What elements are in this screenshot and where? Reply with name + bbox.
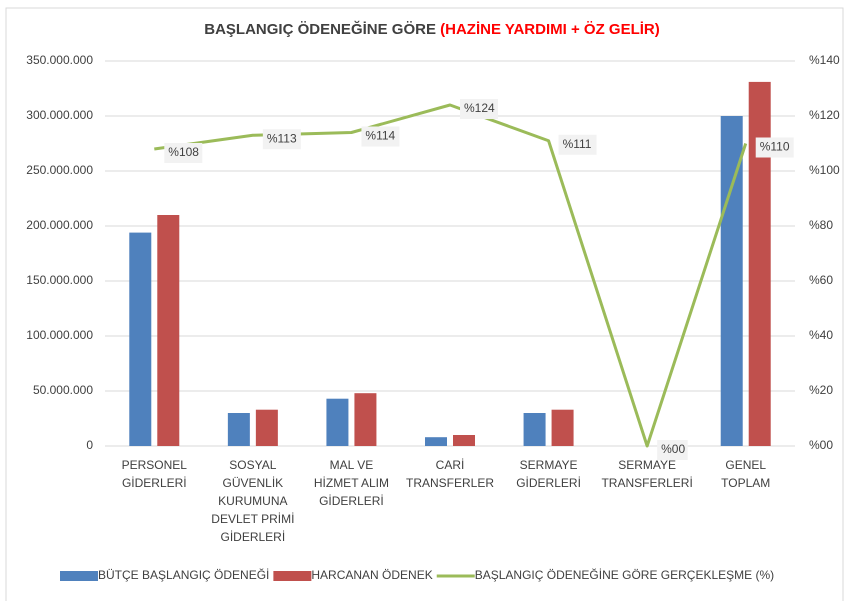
x-tick-label: PERSONEL — [122, 458, 188, 472]
y2-tick-label: %00 — [809, 438, 833, 452]
title-highlight: (HAZİNE YARDIMI + ÖZ GELİR) — [440, 21, 660, 38]
x-tick-label: GİDERLERİ — [122, 476, 187, 490]
data-label-bg — [164, 143, 203, 163]
legend-swatch — [60, 571, 98, 581]
legend-label: BAŞLANGIÇ ÖDENEĞİNE GÖRE GERÇEKLEŞME (%) — [475, 567, 774, 582]
data-label: %124 — [464, 101, 495, 115]
data-label: %113 — [267, 131, 297, 145]
x-tick-label: CARİ — [436, 458, 465, 472]
bar — [227, 413, 250, 446]
bar — [551, 409, 574, 446]
bar — [354, 393, 377, 446]
y-tick-label: 50.000.000 — [33, 383, 93, 397]
bar — [453, 435, 475, 446]
data-label: %110 — [760, 140, 790, 154]
x-tick-label: SERMAYE — [520, 458, 578, 472]
data-label-bg — [361, 126, 400, 147]
x-tick-label: SOSYAL — [229, 458, 276, 472]
y-tick-label: 200.000.000 — [26, 218, 93, 232]
x-tick-label: DEVLET PRİMİ — [211, 512, 294, 526]
data-label-bg — [460, 99, 498, 119]
x-tick-label: HİZMET ALIM — [314, 476, 389, 490]
data-label-bg — [558, 134, 597, 155]
chart-title: BAŞLANGIÇ ÖDENEĞİNE GÖRE (HAZİNE YARDIMI… — [204, 20, 659, 38]
bar — [425, 437, 447, 446]
data-label-bg — [262, 129, 301, 150]
data-label: %114 — [365, 129, 395, 143]
x-tick-label: SERMAYE — [618, 458, 676, 472]
bar — [129, 232, 152, 446]
y2-tick-label: %80 — [809, 218, 833, 232]
bar — [523, 413, 546, 446]
data-label-bg — [755, 137, 794, 158]
y-tick-label: 100.000.000 — [26, 328, 93, 342]
bar — [720, 116, 743, 446]
y-tick-label: 0 — [86, 438, 93, 452]
x-tick-label: TRANSFERLER — [406, 476, 494, 490]
y-tick-label: 300.000.000 — [26, 108, 93, 122]
bar — [157, 215, 180, 446]
x-tick-label: TRANSFERLERİ — [601, 476, 692, 490]
x-tick-label: GİDERLERİ — [319, 494, 384, 508]
bar — [748, 81, 771, 447]
x-tick-label: GÜVENLİK — [223, 476, 284, 490]
data-label: %00 — [661, 442, 685, 456]
data-label-bg — [657, 440, 688, 460]
x-tick-label: MAL VE — [330, 458, 374, 472]
data-label: %111 — [563, 137, 592, 151]
y-tick-label: 250.000.000 — [26, 163, 93, 177]
y-tick-label: 150.000.000 — [26, 273, 93, 287]
y2-tick-label: %100 — [809, 163, 840, 177]
line — [154, 103, 748, 448]
bar — [255, 409, 278, 446]
x-tick-label: TOPLAM — [721, 476, 770, 490]
y2-tick-label: %120 — [809, 108, 840, 122]
y2-tick-label: %20 — [809, 383, 833, 397]
legend-label: BÜTÇE BAŞLANGIÇ ÖDENEĞİ — [98, 567, 269, 582]
x-tick-label: GİDERLERİ — [516, 476, 581, 490]
x-tick-label: GENEL — [725, 458, 766, 472]
y-tick-label: 350.000.000 — [26, 53, 93, 67]
x-tick-label: GİDERLERİ — [221, 530, 286, 544]
x-tick-label: KURUMUNA — [218, 494, 287, 508]
y2-tick-label: %60 — [809, 273, 833, 287]
y2-tick-label: %140 — [809, 53, 840, 67]
title-main: BAŞLANGIÇ ÖDENEĞİNE GÖRE — [204, 20, 440, 38]
bar — [326, 398, 349, 446]
y2-tick-label: %40 — [809, 328, 833, 342]
legend-swatch — [273, 571, 312, 581]
legend-label: HARCANAN ÖDENEK — [311, 568, 432, 582]
data-label: %108 — [168, 145, 199, 159]
